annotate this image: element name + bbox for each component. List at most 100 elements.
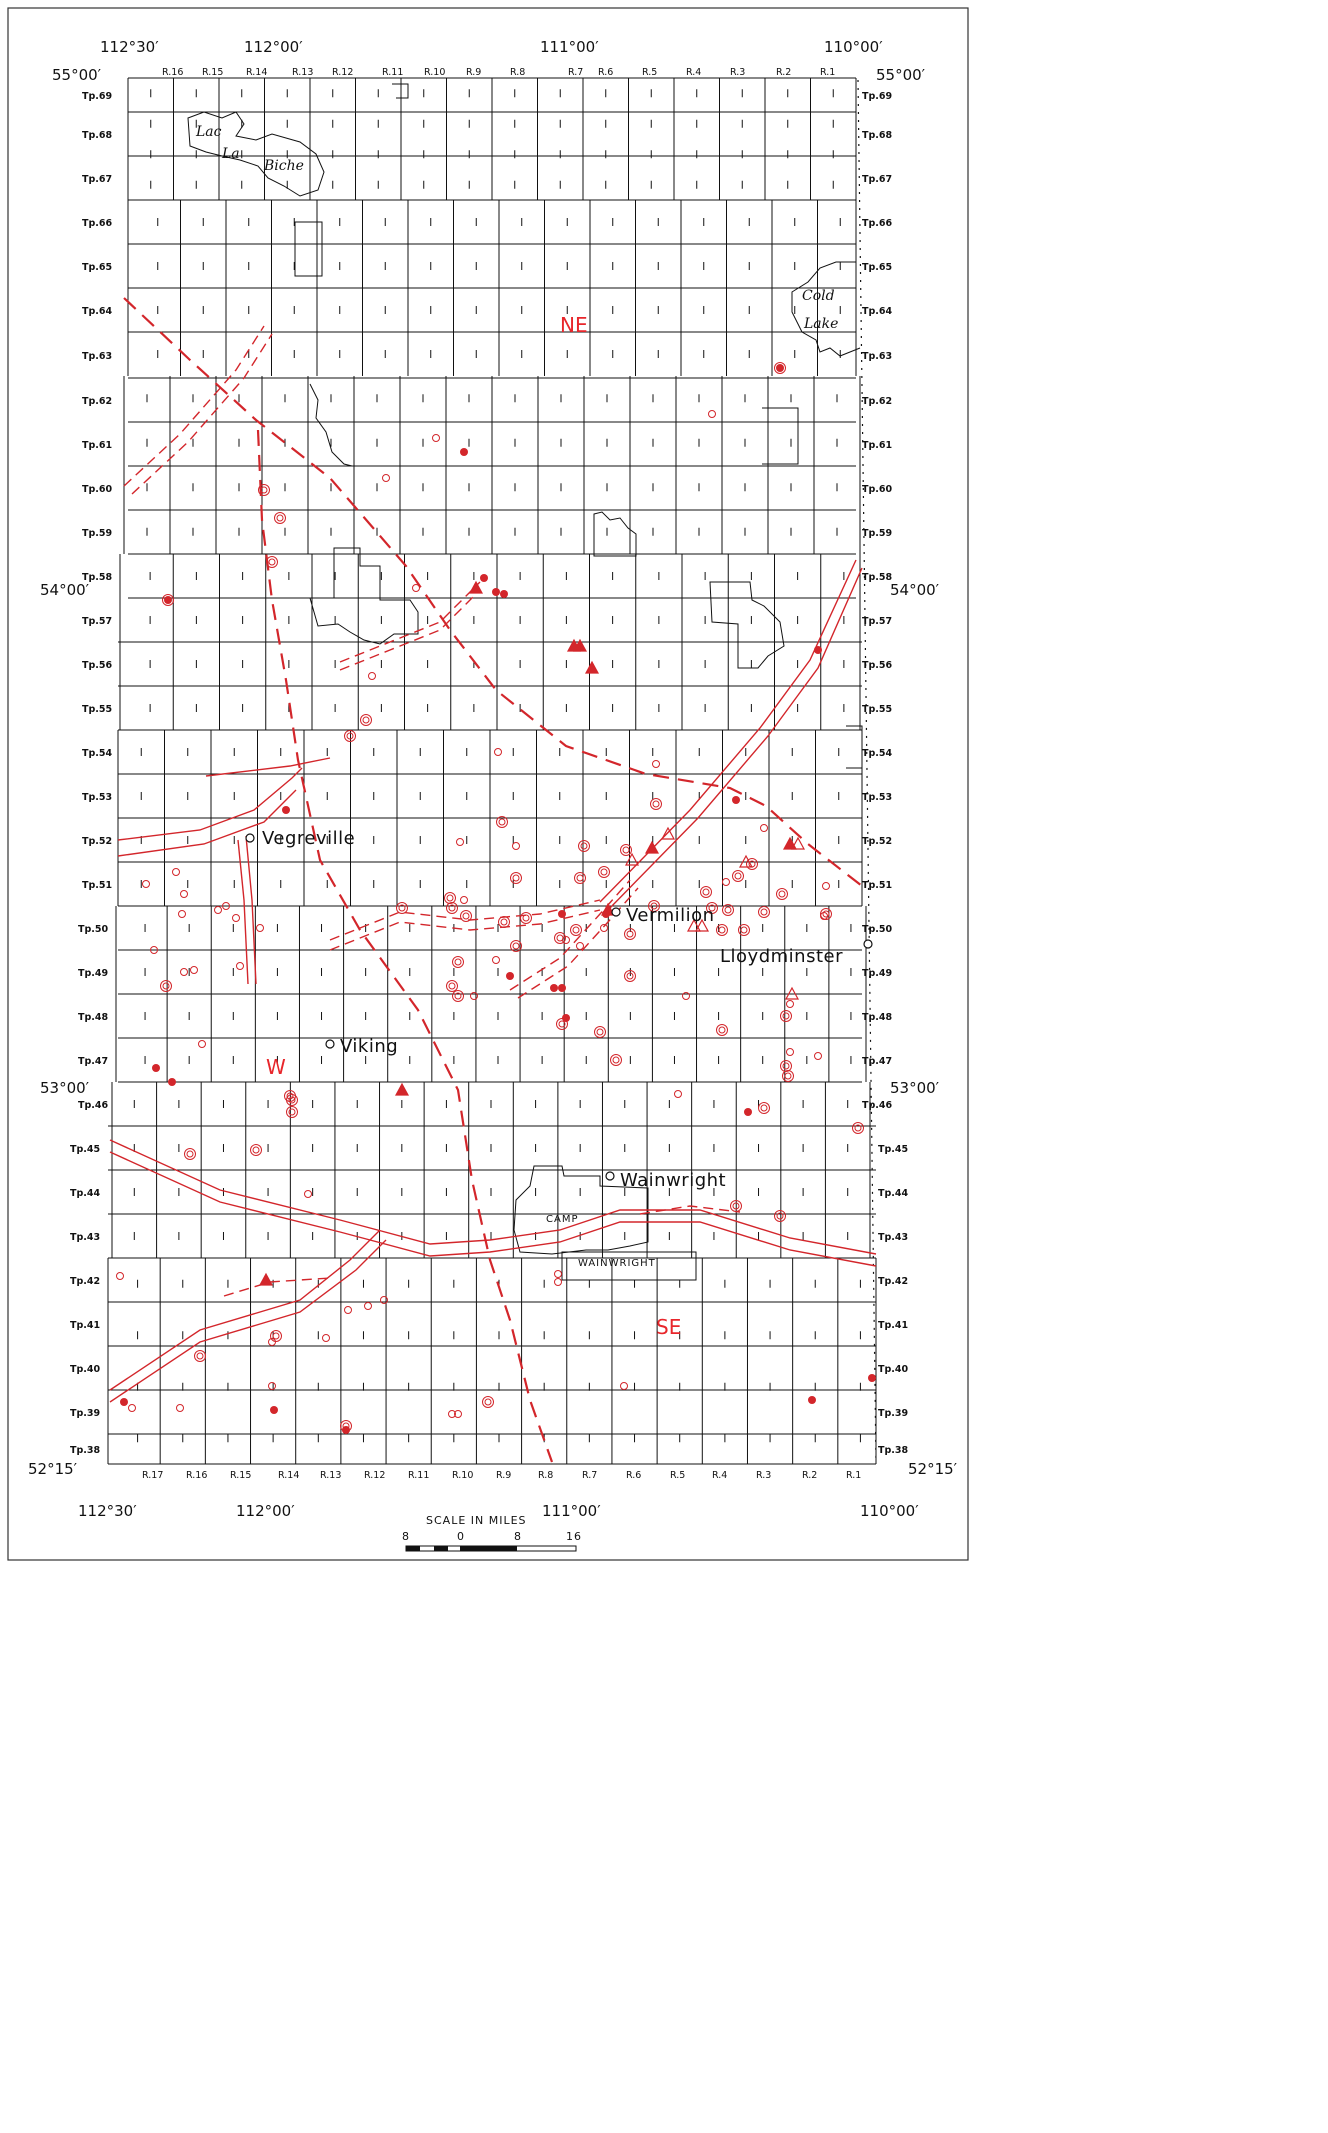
double-circle-symbol: [776, 888, 788, 900]
range-top-label: R.3: [730, 67, 745, 78]
range-top-label: R.11: [382, 67, 403, 78]
double-circle-symbol: [266, 556, 278, 568]
township-right-label: Tp.54: [862, 748, 892, 759]
triangle-symbol: [694, 918, 710, 932]
lat-54-left: 54°00′: [40, 581, 90, 599]
township-right-label: Tp.46: [862, 1100, 892, 1111]
double-circle-symbol: [598, 866, 610, 878]
range-bottom-label: R.10: [452, 1470, 473, 1481]
double-circle-symbol: [452, 990, 464, 1002]
lake-label-lac: Lac: [195, 124, 222, 140]
township-right-label: Tp.61: [862, 440, 892, 451]
scale-label-8-left: 8: [402, 1530, 410, 1543]
town-wainwright: Wainwright: [605, 1170, 726, 1191]
open-circle-symbol: [652, 760, 660, 768]
double-circle-symbol: [556, 1018, 568, 1030]
triangle-symbol: [782, 836, 798, 850]
township-right-label: Tp.45: [878, 1144, 908, 1155]
range-top-label: R.8: [510, 67, 525, 78]
double-circle-symbol: [578, 840, 590, 852]
double-circle-symbol: [722, 904, 734, 916]
filled-circle-symbol: [550, 984, 558, 992]
double-circle-symbol: [716, 1024, 728, 1036]
occurrence-symbols: [116, 362, 876, 1434]
open-circle-symbol: [620, 1382, 628, 1390]
township-right-label: Tp.59: [862, 528, 892, 539]
filled-circle-symbol: [868, 1374, 876, 1382]
lon-bottom-110-00: 110°00′: [860, 1502, 919, 1520]
open-circle-symbol: [454, 1410, 462, 1418]
lon-top-112-30: 112°30′: [100, 38, 159, 56]
zone-ne-label: NE: [560, 313, 588, 337]
lat-54-right: 54°00′: [890, 581, 940, 599]
double-circle-symbol: [270, 1330, 282, 1342]
township-left-label: Tp.58: [82, 572, 112, 583]
range-top-label: R.4: [686, 67, 701, 78]
township-left-label: Tp.47: [78, 1056, 108, 1067]
range-bottom-label: R.4: [712, 1470, 727, 1481]
open-circle-symbol: [116, 1272, 124, 1280]
range-bottom-label: R.5: [670, 1470, 685, 1481]
township-right-label: Tp.48: [862, 1012, 892, 1023]
fault-lines: [123, 297, 863, 1463]
lon-top-110-00: 110°00′: [824, 38, 883, 56]
double-circle-symbol: [730, 1200, 742, 1212]
double-circle-symbol: [452, 956, 464, 968]
double-circle-symbol: [396, 902, 408, 914]
range-top-label: R.1: [820, 67, 835, 78]
open-circle-symbol: [432, 434, 440, 442]
open-circle-symbol: [150, 946, 158, 954]
township-right-label: Tp.51: [862, 880, 892, 891]
double-circle-symbol: [774, 362, 786, 374]
township-left-label: Tp.68: [82, 130, 112, 141]
open-circle-symbol: [368, 672, 376, 680]
triangle-symbol: [624, 852, 640, 866]
double-circle-symbol: [340, 1420, 352, 1432]
open-circle-symbol: [682, 992, 690, 1000]
range-top-label: R.14: [246, 67, 267, 78]
township-left-label: Tp.63: [82, 351, 112, 362]
range-top-label: R.2: [776, 67, 791, 78]
open-circle-symbol: [268, 1338, 276, 1346]
lake-label-cold: Cold: [802, 288, 835, 304]
lat-bottom-left: 52°15′: [28, 1460, 78, 1478]
double-circle-symbol: [716, 924, 728, 936]
scale-title: SCALE IN MILES: [426, 1514, 527, 1527]
double-circle-symbol: [706, 902, 718, 914]
scale-bar: SCALE IN MILES 8 0 8 16: [402, 1514, 581, 1552]
filled-circle-symbol: [492, 588, 500, 596]
township-right-label: Tp.60: [862, 484, 892, 495]
open-circle-symbol: [576, 942, 584, 950]
township-right-label: Tp.47: [862, 1056, 892, 1067]
open-circle-symbol: [600, 924, 608, 932]
open-circle-symbol: [554, 1270, 562, 1278]
lat-53-left: 53°00′: [40, 1079, 90, 1097]
open-circle-symbol: [344, 1306, 352, 1314]
range-labels-top: R.16 R.15 R.14 R.13 R.12 R.11 R.10 R.9 R.8 R.7 R.6…: [162, 67, 835, 78]
open-circle-symbol: [180, 890, 188, 898]
town-label-lloydminster: Lloydminster: [720, 946, 843, 967]
double-circle-symbol: [758, 906, 770, 918]
double-circle-symbol: [162, 594, 174, 606]
township-right-label: Tp.43: [878, 1232, 908, 1243]
double-circle-symbol: [780, 1060, 792, 1072]
township-labels-left: Tp.69 Tp.68 Tp.67 Tp.66 Tp.65 Tp.64 Tp.63 Tp.62…: [70, 91, 112, 1456]
double-circle-symbol: [624, 970, 636, 982]
open-circle-symbol: [382, 474, 390, 482]
township-labels-right: Tp.69 Tp.68 Tp.67 Tp.66 Tp.65 Tp.64 Tp.63 Tp.62…: [862, 91, 908, 1456]
township-right-label: Tp.42: [878, 1276, 908, 1287]
township-right-label: Tp.40: [878, 1364, 908, 1375]
township-right-label: Tp.49: [862, 968, 892, 979]
open-circle-symbol: [760, 824, 768, 832]
township-left-label: Tp.46: [78, 1100, 108, 1111]
range-bottom-label: R.2: [802, 1470, 817, 1481]
township-right-label: Tp.52: [862, 836, 892, 847]
double-circle-symbol: [482, 1396, 494, 1408]
map: 112°30′ 112°00′ 111°00′ 110°00′ 55°00′ 5…: [7, 7, 969, 1561]
double-circle-symbol: [510, 872, 522, 884]
double-circle-symbol: [194, 1350, 206, 1362]
township-left-label: Tp.59: [82, 528, 112, 539]
triangle-symbol: [394, 1082, 410, 1096]
township-right-label: Tp.55: [862, 704, 892, 715]
township-left-label: Tp.43: [70, 1232, 100, 1243]
